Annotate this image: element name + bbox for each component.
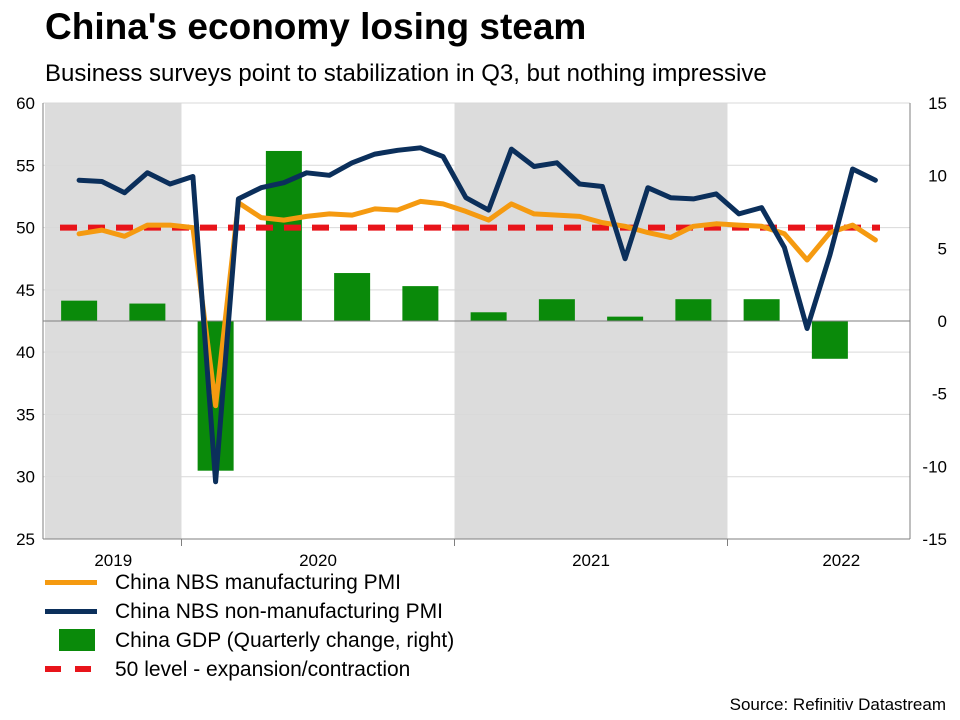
right-tick-label: -15 (922, 530, 947, 549)
axes (42, 103, 911, 546)
left-tick-label: 35 (16, 405, 35, 424)
right-tick-label: 10 (928, 167, 947, 186)
gdp-bar-2021Q1 (470, 312, 507, 321)
non_manufacturing-series-line (76, 145, 878, 485)
legend-label: China NBS manufacturing PMI (115, 570, 401, 594)
left-tick-label: 40 (16, 343, 35, 362)
manufacturing-series-line (76, 198, 878, 409)
gdp-bar-2019Q4 (129, 303, 166, 321)
right-tick-label: -5 (932, 385, 947, 404)
gdp-bar-2022Q2 (811, 321, 848, 359)
legend-label: China NBS non-manufacturing PMI (115, 599, 443, 623)
right-tick-label: -10 (922, 457, 947, 476)
legend-swatch-manufacturing (45, 568, 97, 597)
year-label-2022: 2022 (822, 551, 860, 570)
left-tick-label: 25 (16, 530, 35, 549)
legend-swatch-non_manufacturing (45, 597, 97, 626)
chart-title: China's economy losing steam (45, 6, 587, 47)
year-label-2021: 2021 (572, 551, 610, 570)
legend-swatch-gdp (45, 626, 97, 655)
legend-item-non_manufacturing: China NBS non-manufacturing PMI (45, 597, 454, 626)
left-tick-label: 60 (16, 94, 35, 113)
gdp-bar-2020Q4 (402, 286, 439, 321)
legend-label: 50 level - expansion/contraction (115, 657, 411, 681)
left-tick-label: 45 (16, 281, 35, 300)
left-tick-label: 50 (16, 219, 35, 238)
right-tick-label: 5 (938, 239, 947, 258)
legend: China NBS manufacturing PMI China NBS non… (45, 568, 454, 684)
year-label-2020: 2020 (299, 551, 337, 570)
right-tick-label: 0 (938, 312, 947, 331)
legend-item-gdp: China GDP (Quarterly change, right) (45, 626, 454, 655)
legend-swatch-threshold (45, 655, 97, 684)
pmi-lines (76, 145, 878, 485)
year-label-2019: 2019 (94, 551, 132, 570)
gdp-bar-2020Q3 (334, 273, 371, 321)
gdp-bar-2022Q1 (743, 299, 780, 321)
gdp-bar-2021Q4 (675, 299, 712, 321)
right-tick-label: 15 (928, 94, 947, 113)
gdp-bar-2021Q3 (607, 316, 644, 321)
left-tick-label: 55 (16, 156, 35, 175)
chart-subtitle: Business surveys point to stabilization … (45, 60, 767, 87)
legend-item-threshold: 50 level - expansion/contraction (45, 655, 454, 684)
gdp-bar-2019Q3 (61, 300, 98, 321)
legend-item-manufacturing: China NBS manufacturing PMI (45, 568, 454, 597)
gdp-bar-2021Q2 (538, 299, 575, 321)
source-note: Source: Refinitiv Datastream (729, 695, 946, 714)
legend-label: China GDP (Quarterly change, right) (115, 628, 455, 652)
left-tick-label: 30 (16, 468, 35, 487)
